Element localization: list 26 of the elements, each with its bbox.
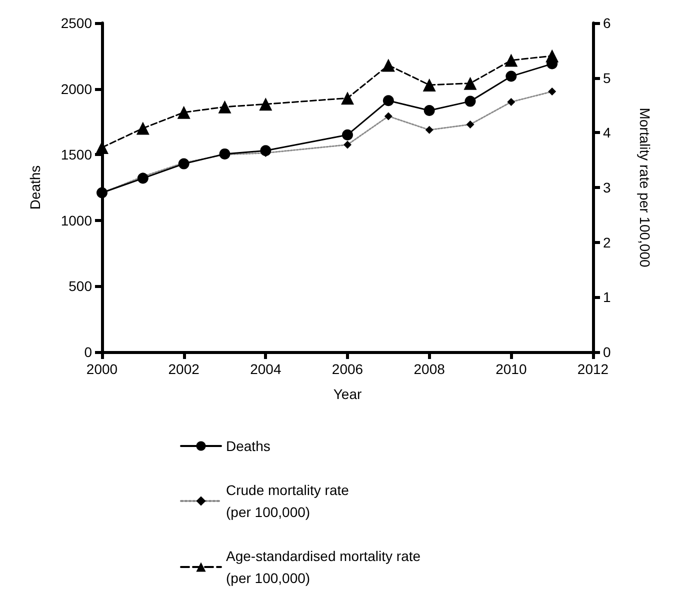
y2-tick-label: 5 [603,70,611,86]
y-axis-title: Deaths [27,165,43,210]
y2-tick-label: 1 [603,289,611,306]
x-axis-title: Year [333,386,362,402]
x-tick-label: 2004 [250,361,282,377]
y-tick-label: 2500 [60,15,92,31]
legend-label: Age-standardised mortality rate (per 100,000) [226,548,421,586]
y2-tick-label: 4 [603,124,611,141]
y-tick-label: 500 [68,278,92,294]
y-tick-label: 1500 [60,146,92,163]
y-tick-label: 2000 [60,80,92,97]
y2-tick-label: 6 [603,15,611,31]
x-tick-label: 2002 [168,361,200,377]
y-tick-label: 1000 [60,212,92,228]
y2-tick-label: 2 [603,234,611,250]
x-tick-label: 2000 [86,361,118,377]
y-tick-label: 0 [84,344,92,360]
y2-tick-label: 3 [603,180,611,196]
x-tick-label: 2008 [414,361,446,377]
y2-tick-label: 0 [603,344,611,360]
x-tick-label: 2010 [496,361,527,377]
legend-label: Deaths [226,438,270,454]
y2-axis-title: Mortality rate per 100,000 [637,108,653,268]
x-tick-label: 2006 [332,361,364,377]
x-tick-label: 2012 [577,361,609,377]
legend-label: Crude mortality rate (per 100,000) [226,482,350,520]
